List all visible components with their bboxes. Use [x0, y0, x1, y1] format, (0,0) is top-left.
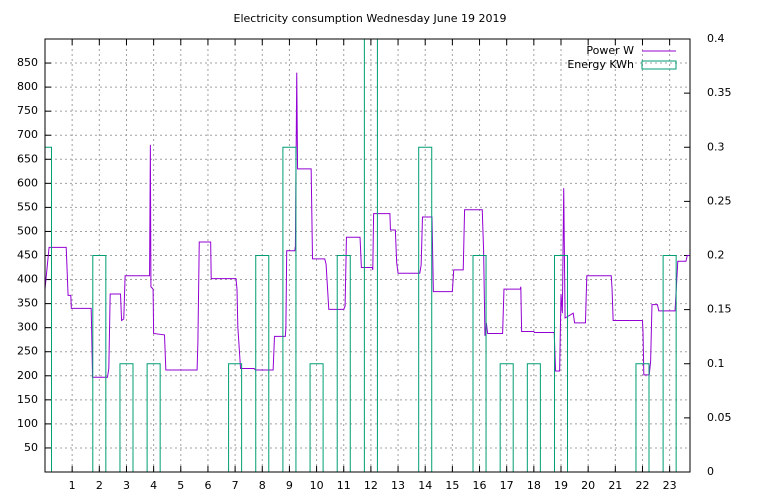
y-tick-label: 700 — [17, 128, 38, 141]
energy-box — [472, 255, 487, 472]
energy-box — [499, 363, 514, 472]
x-tick-label: 23 — [663, 479, 677, 492]
y2-tick-label: 0.35 — [707, 86, 732, 99]
x-tick-label: 10 — [310, 479, 324, 492]
energy-box — [119, 363, 134, 472]
legend-label: Power W — [586, 44, 634, 57]
energy-box — [635, 363, 650, 472]
y2-tick-label: 0.1 — [707, 357, 725, 370]
x-tick-label: 18 — [527, 479, 541, 492]
y-tick-label: 450 — [17, 249, 38, 262]
x-tick-label: 19 — [554, 479, 568, 492]
y-tick-label: 850 — [17, 56, 38, 69]
y-tick-label: 600 — [17, 176, 38, 189]
energy-box — [309, 363, 324, 472]
plot-border — [44, 38, 691, 473]
x-tick-label: 12 — [364, 479, 378, 492]
x-tick-label: 2 — [96, 479, 103, 492]
y-tick-label: 150 — [17, 393, 38, 406]
y2-tick-label: 0 — [707, 465, 714, 478]
y-tick-label: 200 — [17, 369, 38, 382]
energy-box — [526, 363, 541, 472]
x-tick-label: 17 — [500, 479, 514, 492]
x-tick-label: 11 — [337, 479, 351, 492]
y-tick-label: 350 — [17, 297, 38, 310]
power-line — [45, 72, 690, 378]
x-tick-label: 20 — [581, 479, 595, 492]
y2-tick-label: 0.25 — [707, 194, 732, 207]
x-tick-label: 6 — [204, 479, 211, 492]
legend-label: Energy KWh — [567, 58, 634, 71]
energy-box — [255, 255, 270, 472]
energy-box — [45, 146, 53, 472]
energy-box — [553, 255, 569, 472]
x-tick-label: 7 — [232, 479, 239, 492]
y-tick-label: 100 — [17, 417, 38, 430]
chart-title: Electricity consumption Wednesday June 1… — [234, 12, 507, 25]
plot-area — [45, 39, 690, 472]
x-tick-label: 16 — [473, 479, 487, 492]
energy-box — [228, 363, 243, 472]
x-tick-label: 15 — [445, 479, 459, 492]
x-tick-label: 8 — [259, 479, 266, 492]
energy-box — [92, 255, 107, 472]
y-tick-label: 500 — [17, 224, 38, 237]
x-tick-label: 5 — [177, 479, 184, 492]
y-tick-label: 800 — [17, 80, 38, 93]
y-tick-label: 250 — [17, 345, 38, 358]
energy-box — [662, 255, 677, 472]
legend-swatch — [641, 60, 677, 70]
energy-box — [282, 146, 297, 472]
y-tick-label: 300 — [17, 321, 38, 334]
energy-box — [336, 255, 351, 472]
y-tick-label: 750 — [17, 104, 38, 117]
y2-tick-label: 0.15 — [707, 303, 732, 316]
y2-tick-label: 0.2 — [707, 249, 725, 262]
x-tick-label: 13 — [391, 479, 405, 492]
energy-box — [418, 146, 433, 472]
y-tick-label: 400 — [17, 273, 38, 286]
x-tick-label: 3 — [123, 479, 130, 492]
x-tick-label: 1 — [69, 479, 76, 492]
x-tick-label: 4 — [150, 479, 157, 492]
y-tick-label: 50 — [24, 441, 38, 454]
y2-tick-label: 0.4 — [707, 32, 725, 45]
x-tick-label: 22 — [635, 479, 649, 492]
x-tick-label: 14 — [418, 479, 432, 492]
y2-tick-label: 0.05 — [707, 411, 732, 424]
y-tick-label: 650 — [17, 152, 38, 165]
x-tick-label: 9 — [286, 479, 293, 492]
x-tick-label: 21 — [608, 479, 622, 492]
y-tick-label: 550 — [17, 200, 38, 213]
energy-box — [146, 363, 161, 472]
y2-tick-label: 0.3 — [707, 140, 725, 153]
energy-box — [363, 39, 378, 472]
